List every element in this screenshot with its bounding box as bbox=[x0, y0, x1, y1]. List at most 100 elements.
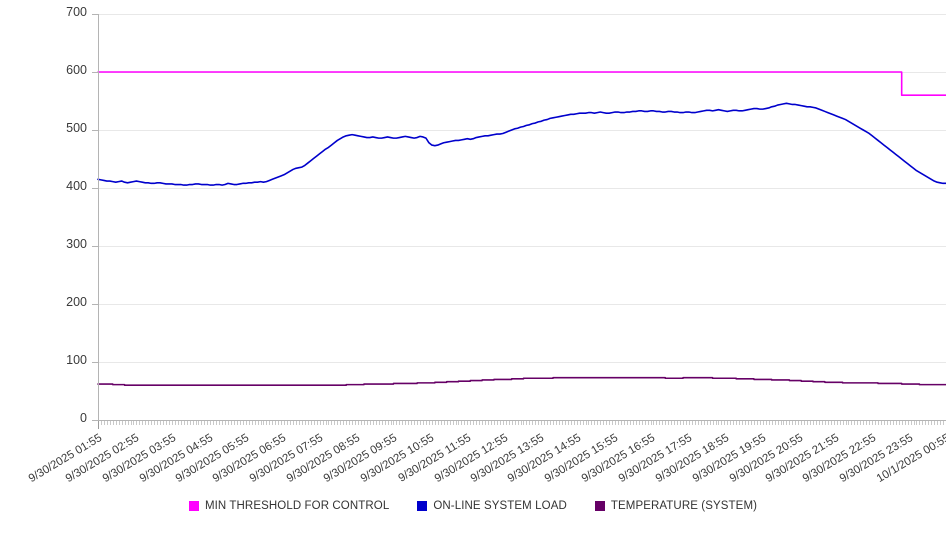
x-axis-minor-tick bbox=[118, 421, 120, 425]
x-axis-minor-tick bbox=[343, 421, 345, 425]
x-axis-minor-tick bbox=[780, 421, 782, 425]
x-axis-minor-tick bbox=[148, 421, 150, 425]
x-axis-minor-tick bbox=[842, 421, 844, 425]
series-layer bbox=[98, 14, 946, 420]
x-axis-minor-tick bbox=[881, 421, 882, 425]
x-axis-minor-tick bbox=[532, 421, 534, 425]
x-axis-minor-tick bbox=[346, 421, 348, 425]
x-axis-minor-tick bbox=[635, 421, 637, 425]
x-axis-minor-tick bbox=[242, 421, 244, 425]
x-axis-minor-tick bbox=[603, 421, 605, 425]
x-axis-minor-tick bbox=[245, 421, 247, 425]
x-axis-minor-tick bbox=[535, 421, 537, 425]
x-axis-minor-tick bbox=[919, 421, 921, 425]
x-axis-minor-tick bbox=[278, 421, 280, 425]
x-axis-minor-tick bbox=[697, 421, 699, 425]
x-axis-minor-tick bbox=[854, 421, 856, 425]
x-axis-minor-tick bbox=[715, 421, 717, 425]
x-axis-minor-tick bbox=[216, 421, 218, 425]
x-axis-minor-tick bbox=[886, 421, 888, 425]
x-axis-minor-tick bbox=[585, 421, 587, 425]
x-axis-minor-tick bbox=[266, 421, 268, 425]
x-axis-minor-tick bbox=[898, 421, 900, 425]
x-axis-minor-tick bbox=[482, 421, 484, 425]
x-axis-minor-tick bbox=[328, 421, 330, 425]
x-axis-minor-tick bbox=[499, 421, 501, 425]
x-axis-minor-tick bbox=[136, 421, 138, 425]
x-axis-minor-tick bbox=[189, 421, 191, 425]
series-line bbox=[98, 378, 946, 386]
legend-item[interactable]: TEMPERATURE (SYSTEM) bbox=[594, 500, 757, 512]
x-axis-minor-tick bbox=[940, 421, 942, 425]
x-axis-minor-tick bbox=[558, 421, 560, 425]
x-axis-minor-tick bbox=[683, 421, 685, 425]
x-axis-minor-tick bbox=[340, 421, 342, 425]
x-axis-minor-tick bbox=[570, 421, 572, 425]
x-axis-minor-tick bbox=[694, 421, 696, 425]
x-axis-minor-tick bbox=[626, 421, 628, 425]
x-axis-minor-tick bbox=[650, 421, 652, 425]
x-axis-minor-tick bbox=[488, 421, 490, 425]
y-axis-tick-mark bbox=[92, 130, 98, 131]
x-axis-minor-tick bbox=[680, 421, 682, 425]
x-axis-minor-tick bbox=[180, 421, 182, 425]
y-axis-tick-mark bbox=[92, 72, 98, 73]
x-axis-minor-tick bbox=[154, 421, 156, 425]
x-axis-minor-tick bbox=[505, 421, 507, 425]
y-axis-tick-mark bbox=[92, 14, 98, 15]
x-axis-minor-tick bbox=[591, 421, 593, 425]
x-axis-minor-tick bbox=[907, 421, 909, 425]
x-axis-minor-tick bbox=[709, 421, 711, 425]
y-axis-tick-mark bbox=[92, 420, 98, 421]
x-axis-minor-tick bbox=[467, 421, 469, 425]
x-axis-line bbox=[98, 420, 946, 421]
legend-color-swatch bbox=[417, 501, 428, 511]
x-axis-minor-tick bbox=[476, 421, 478, 425]
x-axis-minor-tick bbox=[807, 421, 809, 425]
x-axis-minor-tick bbox=[198, 421, 200, 425]
x-axis-minor-tick bbox=[322, 421, 324, 425]
x-axis-minor-tick bbox=[360, 421, 362, 425]
x-axis-minor-tick bbox=[883, 421, 885, 425]
x-axis-minor-tick bbox=[455, 421, 457, 425]
x-axis-minor-tick bbox=[721, 421, 723, 425]
x-axis-minor-tick bbox=[706, 421, 708, 425]
x-axis-minor-tick bbox=[815, 421, 817, 425]
y-axis-tick-mark bbox=[92, 362, 98, 363]
x-axis-minor-tick bbox=[579, 421, 581, 425]
x-axis-minor-tick bbox=[623, 421, 625, 425]
x-axis-minor-tick bbox=[656, 421, 658, 425]
x-axis-minor-tick bbox=[239, 421, 241, 425]
x-axis-minor-tick bbox=[186, 421, 188, 425]
x-axis-minor-tick bbox=[860, 421, 862, 425]
x-axis-minor-tick bbox=[213, 421, 215, 425]
legend-label: MIN THRESHOLD FOR CONTROL bbox=[204, 500, 390, 512]
x-axis-minor-tick bbox=[629, 421, 631, 425]
x-axis-minor-tick bbox=[461, 421, 463, 425]
x-axis-minor-tick bbox=[464, 421, 466, 425]
x-axis-minor-tick bbox=[112, 421, 114, 425]
x-axis-minor-tick bbox=[263, 421, 265, 425]
x-axis-minor-tick bbox=[352, 421, 354, 425]
x-axis-minor-tick bbox=[390, 421, 392, 425]
x-axis-minor-tick bbox=[792, 421, 794, 425]
x-axis-minor-tick bbox=[798, 421, 800, 425]
x-axis-minor-tick bbox=[171, 421, 173, 425]
x-axis-minor-tick bbox=[762, 421, 764, 425]
x-axis-minor-tick bbox=[349, 421, 351, 425]
x-axis-minor-tick bbox=[813, 421, 815, 425]
legend-item[interactable]: MIN THRESHOLD FOR CONTROL bbox=[188, 500, 390, 512]
x-axis-minor-tick bbox=[836, 421, 838, 425]
x-axis-minor-tick bbox=[195, 421, 197, 425]
x-axis-minor-tick bbox=[520, 421, 522, 425]
x-axis-minor-tick bbox=[934, 421, 936, 425]
x-axis-minor-tick bbox=[588, 421, 590, 425]
x-axis-minor-tick bbox=[647, 421, 649, 425]
x-axis-minor-tick bbox=[493, 421, 495, 425]
x-axis-minor-tick bbox=[446, 421, 448, 425]
legend-item[interactable]: ON-LINE SYSTEM LOAD bbox=[417, 500, 567, 512]
x-axis-minor-tick bbox=[863, 421, 865, 425]
x-axis-minor-tick bbox=[423, 421, 425, 425]
x-axis-minor-tick bbox=[399, 421, 401, 425]
x-axis-minor-tick bbox=[895, 421, 897, 425]
